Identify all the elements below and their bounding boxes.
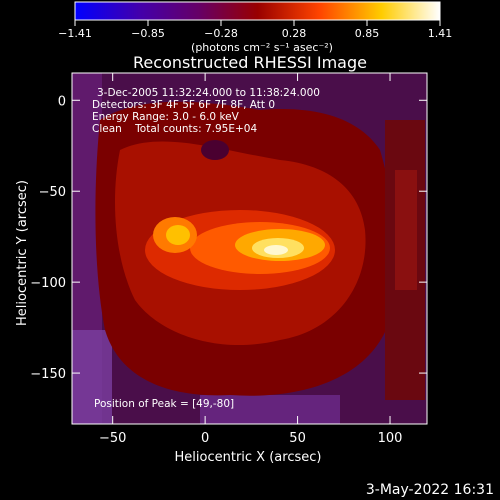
annotation-energy: Energy Range: 3.0 - 6.0 keV — [92, 111, 240, 123]
colorbar-tick-label: −0.85 — [131, 27, 165, 40]
y-axis-ticks: 0 −50 −100 −150 — [30, 94, 427, 382]
x-axis-ticks: −50 0 50 100 — [99, 73, 402, 446]
timestamp-footer: 3-May-2022 16:31 — [365, 482, 494, 498]
y-tick-label: −150 — [30, 367, 66, 382]
x-tick-label: 50 — [289, 431, 306, 446]
annotation-detectors: Detectors: 3F 4F 5F 6F 7F 8F, Att 0 — [92, 99, 275, 111]
colorbar-tick-label: −0.28 — [204, 27, 238, 40]
colorbar-tick-label: −1.41 — [58, 27, 92, 40]
heatmap-image — [72, 73, 427, 424]
colorbar-ticks: −1.41 −0.85 −0.28 0.28 0.85 1.41 — [58, 20, 452, 40]
colorbar-tick-label: 0.28 — [282, 27, 307, 40]
plot-frame — [71, 72, 428, 425]
annotation-time: 3-Dec-2005 11:32:24.000 to 11:38:24.000 — [97, 87, 320, 99]
y-axis-label: Heliocentric Y (arcsec) — [15, 180, 30, 326]
colorbar-label: (photons cm⁻² s⁻¹ asec⁻²) — [191, 41, 333, 54]
y-tick-label: −50 — [39, 185, 66, 200]
x-tick-label: −50 — [99, 431, 126, 446]
annotation-clean: Clean Total counts: 7.95E+04 — [92, 123, 257, 135]
x-tick-label: 100 — [378, 431, 403, 446]
colorbar-tick-label: 1.41 — [428, 27, 453, 40]
x-axis-label: Heliocentric X (arcsec) — [175, 450, 322, 465]
y-tick-label: −100 — [30, 276, 66, 291]
y-tick-label: 0 — [58, 94, 66, 109]
colorbar — [74, 1, 441, 21]
x-tick-label: 0 — [201, 431, 209, 446]
peak-position-label: Position of Peak = [49,-80] — [94, 398, 234, 410]
colorbar-tick-label: 0.85 — [355, 27, 380, 40]
chart-title: Reconstructed RHESSI Image — [133, 53, 367, 72]
